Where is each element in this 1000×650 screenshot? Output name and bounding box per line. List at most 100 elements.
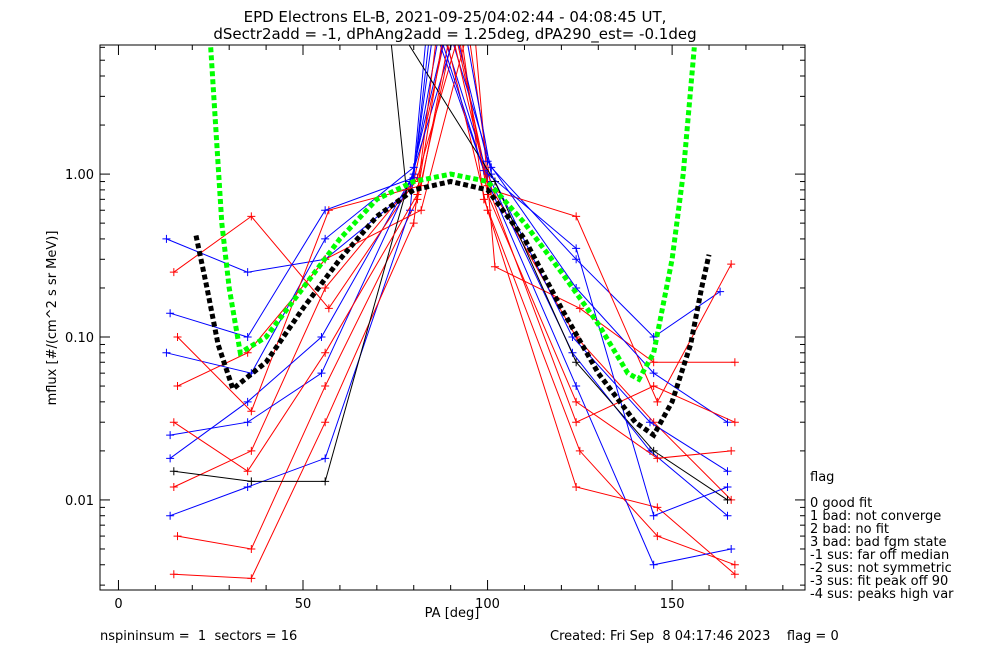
data-point [247,407,256,416]
data-point [243,483,252,492]
legend-title: flag [810,470,834,485]
data-point [247,574,256,583]
data-point [166,309,175,318]
y-tick-label: 0.10 [65,331,94,346]
data-point [417,206,426,215]
data-point [727,544,736,553]
data-point [321,348,330,357]
data-point [317,333,326,342]
data-point [572,397,581,406]
series-line [177,45,735,387]
data-point [483,206,492,215]
legend-entry: -4 sus: peaks high var [810,587,954,602]
legend-entry: -3 sus: fit peak off 90 [810,574,948,589]
series-spin-9 [169,45,739,583]
data-point [409,219,418,228]
data-point [723,418,732,427]
data-point [575,304,584,313]
data-point [243,467,252,476]
data-point [727,446,736,455]
series-line [166,45,728,423]
series-spin-12 [173,45,736,463]
data-point [649,382,658,391]
data-point [487,163,496,172]
data-point [247,477,256,486]
data-point [162,234,171,243]
data-point [653,503,662,512]
data-point [169,418,178,427]
data-point [723,495,732,504]
data-point [572,244,581,253]
data-point [173,532,182,541]
series-line [170,45,728,472]
data-point [483,157,492,166]
data-point [649,511,658,520]
data-point [166,454,175,463]
series-line [173,45,736,579]
data-point [169,467,178,476]
data-point [243,397,252,406]
data-point [169,483,178,492]
data-point [166,431,175,440]
data-point [723,467,732,476]
data-point [162,348,171,357]
x-tick-label: 100 [475,597,500,612]
fit-green-line [208,47,697,383]
legend-entry: 2 bad: no fit [810,522,889,537]
data-point [169,268,178,277]
x-tick-label: 50 [295,597,312,612]
data-point [572,382,581,391]
data-point [572,212,581,221]
x-tick-label: 0 [114,597,122,612]
data-point [243,333,252,342]
data-point [723,511,732,520]
data-point [730,560,739,569]
fit-black-line [193,178,712,439]
data-point [321,477,330,486]
data-point [490,262,499,271]
footer-left: nspininsum = 1 sectors = 16 [100,629,297,644]
x-axis-label: PA [deg] [425,606,480,621]
y-tick-label: 0.01 [65,494,94,509]
x-tick-label: 150 [660,597,685,612]
data-point [572,255,581,264]
data-point [243,268,252,277]
plot-frame [99,44,806,591]
data-point [716,287,725,296]
series-line [177,45,732,459]
data-point [166,511,175,520]
series-line [169,45,728,517]
chart-title: EPD Electrons EL-B, 2021-09-25/04:02:44 … [244,8,667,26]
data-point [649,560,658,569]
data-point [413,190,422,199]
series-line [173,45,732,501]
series-spin-7 [173,45,739,391]
data-point [321,418,330,427]
series-line [177,45,736,566]
data-point [247,544,256,553]
legend-entry: 3 bad: bad fgm state [810,535,947,550]
data-point [653,454,662,463]
data-point [173,333,182,342]
series-spin-11 [169,45,732,504]
data-point [572,418,581,427]
data-point [321,206,330,215]
data-point [727,260,736,269]
series-spin-10 [166,45,732,476]
series-line [173,45,736,472]
data-point [730,570,739,579]
y-tick-label: 1.00 [65,168,94,183]
series-line [173,45,728,501]
data-point [317,369,326,378]
data-point [653,532,662,541]
data-point [169,570,178,579]
series-line [166,45,721,338]
data-point [649,358,658,367]
series-spin-8 [162,45,732,427]
data-point [321,283,330,292]
data-point [649,446,658,455]
footer-right: Created: Fri Sep 8 04:17:46 2023 flag = … [550,629,839,644]
data-point [730,418,739,427]
data-point [649,369,658,378]
